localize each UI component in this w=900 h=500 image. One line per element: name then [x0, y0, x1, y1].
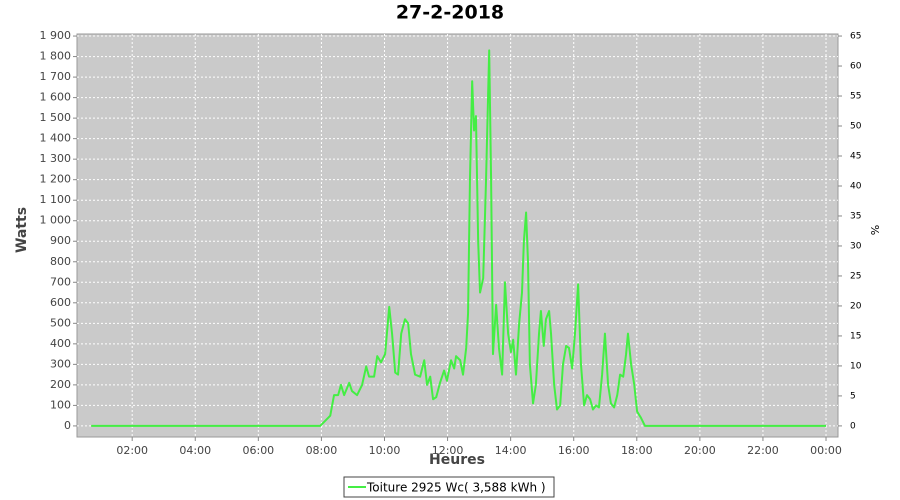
y-tick-label: 1 700	[40, 70, 72, 83]
y-tick-label: 1 400	[40, 132, 72, 145]
x-tick-label: 16:00	[558, 444, 590, 457]
x-tick-label: 06:00	[242, 444, 274, 457]
y2-tick-label: 25	[850, 271, 861, 281]
y-tick-label: 800	[50, 255, 71, 268]
x-tick-label: 22:00	[747, 444, 779, 457]
y2-axis-label: %	[869, 225, 882, 235]
x-tick-label: 20:00	[684, 444, 716, 457]
y2-tick-label: 20	[850, 301, 862, 311]
x-tick-label: 08:00	[306, 444, 338, 457]
y2-tick-label: 35	[850, 211, 861, 221]
x-tick-label: 04:00	[179, 444, 211, 457]
y2-tick-label: 60	[850, 62, 862, 72]
y-axis-label: Watts	[14, 207, 30, 253]
y-tick-label: 1 300	[40, 152, 72, 165]
y-tick-label: 1 100	[40, 193, 72, 206]
y2-tick-label: 65	[850, 32, 861, 42]
y-tick-label: 600	[50, 296, 71, 309]
plot-area	[76, 33, 839, 438]
x-tick-label: 14:00	[495, 444, 527, 457]
y2-tick-label: 50	[850, 122, 862, 132]
y2-tick-label: 15	[850, 331, 861, 341]
data-line	[91, 49, 827, 427]
y-tick-label: 1 500	[40, 111, 72, 124]
y-tick-label: 300	[50, 357, 71, 370]
y2-tick-label: 10	[850, 361, 862, 371]
y-tick-label: 100	[50, 398, 71, 411]
y-tick-label: 400	[50, 337, 71, 350]
y2-tick-label: 30	[850, 241, 862, 251]
y-tick-label: 1 800	[40, 50, 72, 63]
y-tick-label: 200	[50, 378, 71, 391]
y2-tick-label: 0	[850, 421, 856, 431]
legend-entry: Toiture 2925 Wc( 3,588 kWh )	[366, 481, 546, 495]
y-tick-label: 700	[50, 275, 71, 288]
y2-tick-label: 55	[850, 92, 861, 102]
y-tick-label: 1 000	[40, 214, 72, 227]
y-tick-label: 1 900	[40, 29, 72, 42]
x-axis-label: Heures	[429, 452, 485, 468]
y2-tick-label: 40	[850, 181, 862, 191]
y-tick-label: 1 600	[40, 91, 72, 104]
y-tick-label: 500	[50, 316, 71, 329]
x-tick-label: 02:00	[116, 444, 148, 457]
x-tick-label: 00:00	[810, 444, 842, 457]
x-tick-label: 18:00	[621, 444, 653, 457]
x-tick-label: 12:00	[432, 444, 464, 457]
y2-tick-label: 5	[850, 391, 856, 401]
y-tick-label: 0	[64, 419, 71, 432]
y-tick-label: 900	[50, 234, 71, 247]
y-tick-label: 1 200	[40, 173, 72, 186]
x-tick-label: 10:00	[369, 444, 401, 457]
chart-title: 27-2-2018	[396, 2, 504, 24]
y2-tick-label: 45	[850, 151, 861, 161]
legend-box	[343, 476, 555, 498]
